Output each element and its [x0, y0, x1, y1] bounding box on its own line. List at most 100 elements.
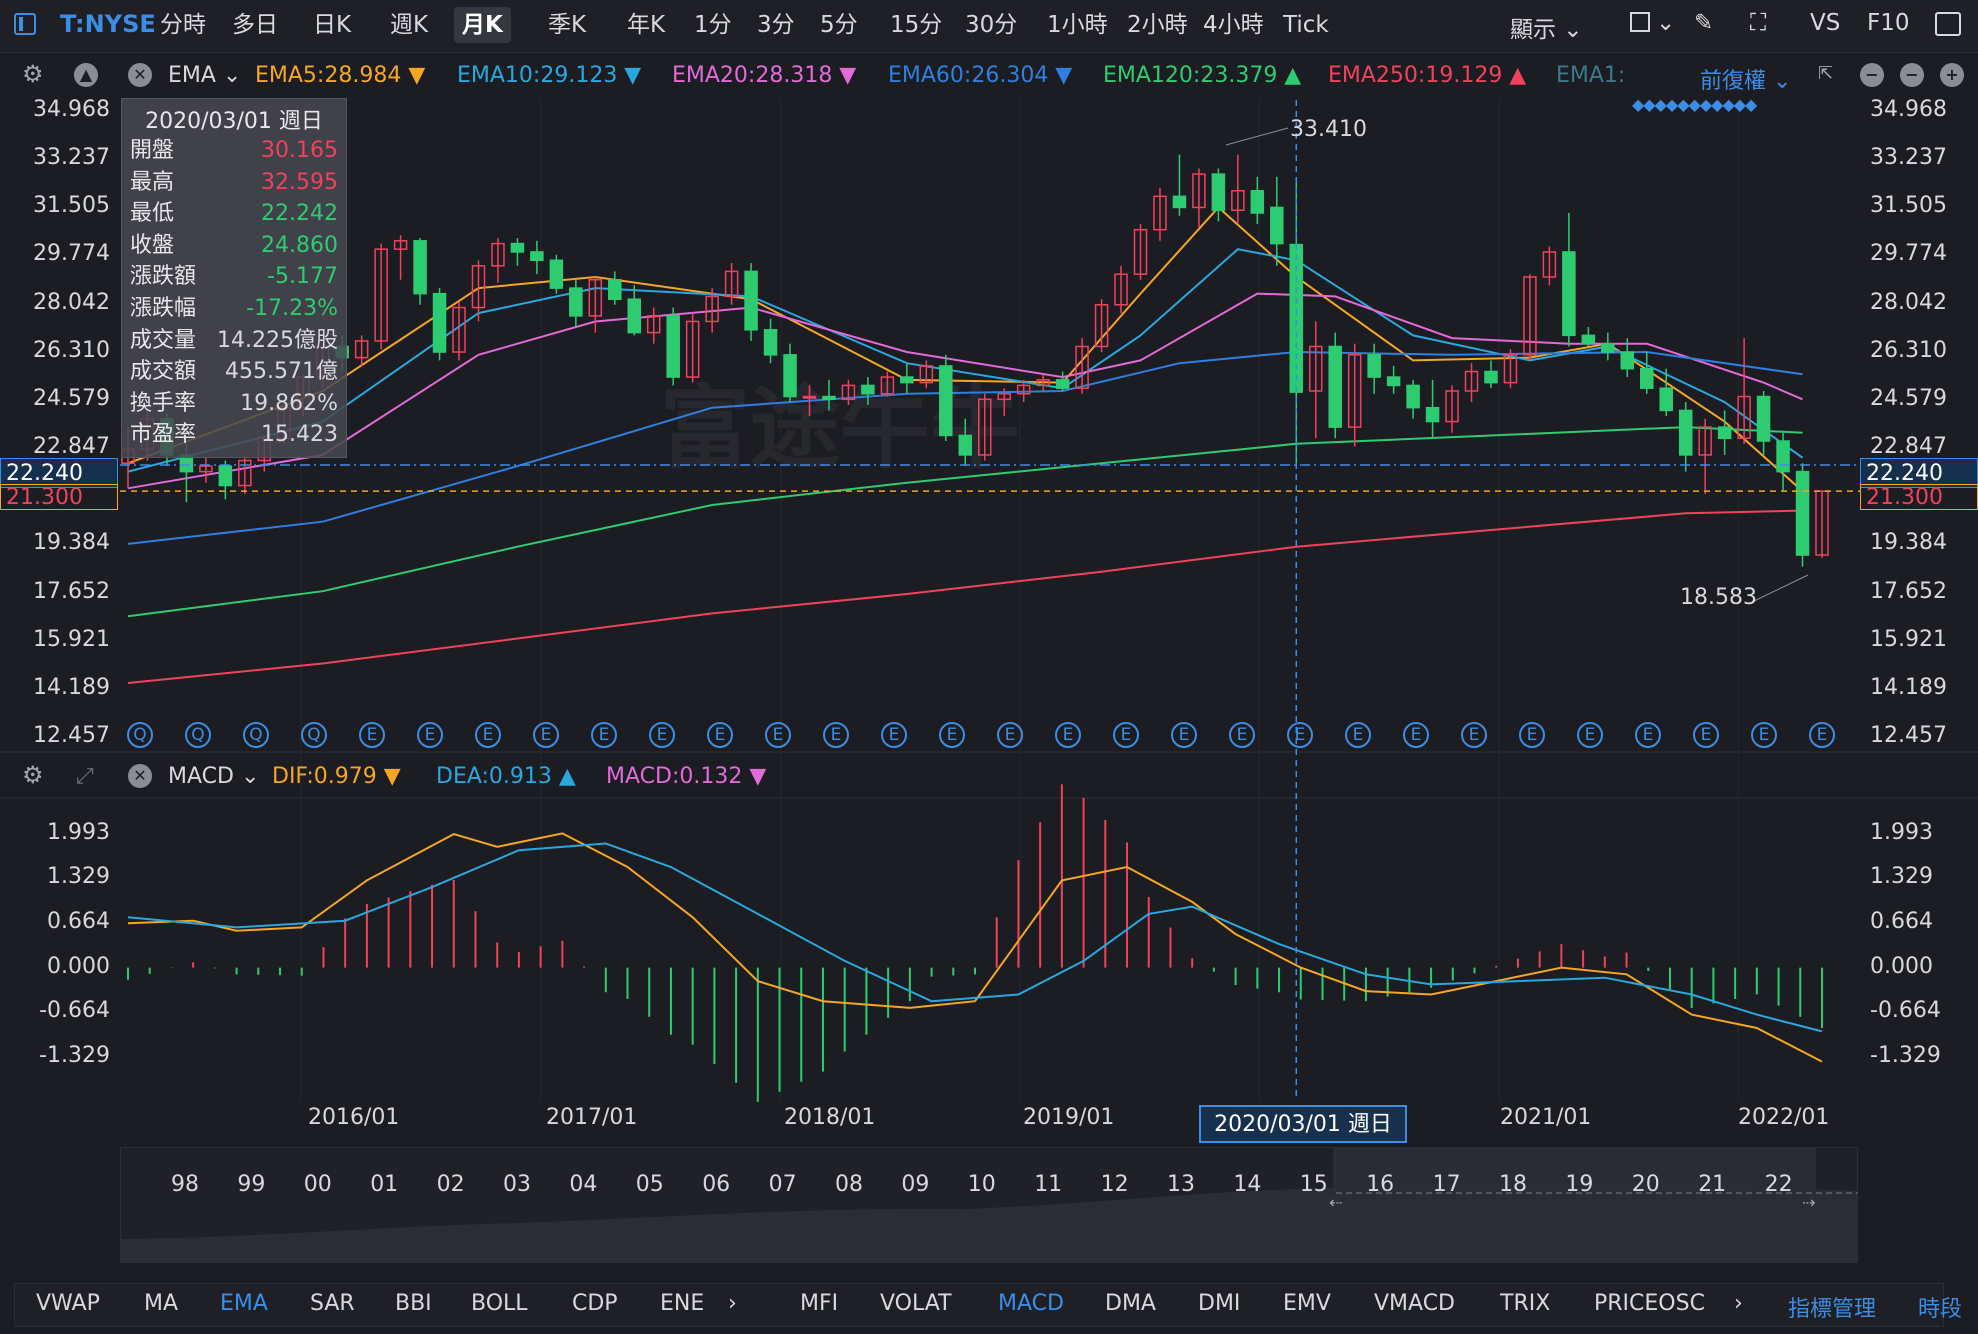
draw-pen-icon[interactable]: ✎ [1694, 10, 1714, 36]
ema-legend-item-0[interactable]: EMA5:28.984 ▼ [255, 63, 426, 88]
event-marker-q-3[interactable]: Q [301, 722, 327, 748]
event-marker-e-7[interactable]: E [533, 722, 559, 748]
vs-compare-button[interactable]: VS [1810, 10, 1841, 36]
zoom-out-icon-2[interactable]: − [1900, 63, 1924, 87]
event-marker-e-11[interactable]: E [765, 722, 791, 748]
chevron-right-icon-2[interactable]: › [1734, 1291, 1743, 1316]
expand-icon[interactable]: ⤢ [76, 764, 94, 789]
chevron-right-icon[interactable]: › [728, 1291, 737, 1316]
fullscreen-icon[interactable]: ⛶ [1750, 10, 1767, 36]
zoom-out-icon[interactable]: − [1860, 63, 1884, 87]
tab-sub-indicator-dmi[interactable]: DMI [1198, 1291, 1241, 1316]
diamond-markers[interactable]: ◆◆◆◆◆◆◆◆◆◆◆ [1632, 95, 1757, 114]
event-marker-e-6[interactable]: E [475, 722, 501, 748]
event-marker-q-1[interactable]: Q [185, 722, 211, 748]
event-marker-e-16[interactable]: E [1055, 722, 1081, 748]
tab-timeframe-2[interactable]: 日K [313, 12, 352, 38]
ema-legend-item-2[interactable]: EMA20:28.318 ▼ [672, 63, 857, 88]
tab-timeframe-4[interactable]: 月K [454, 7, 511, 43]
checkbox-icon[interactable] [1630, 12, 1650, 32]
macd-legend-item-0[interactable]: DIF:0.979 ▼ [272, 764, 401, 789]
tab-indicator-vwap[interactable]: VWAP [36, 1291, 100, 1316]
sub-indicator-name[interactable]: MACD ⌄ [168, 764, 260, 789]
chevron-down-icon[interactable]: ⌄ [1656, 10, 1676, 36]
adjust-select[interactable]: 前復權 ⌄ [1700, 69, 1792, 94]
tab-sub-indicator-vmacd[interactable]: VMACD [1374, 1291, 1455, 1316]
tab-timeframe-13[interactable]: 2小時 [1127, 12, 1188, 38]
tab-timeframe-1[interactable]: 多日 [232, 12, 278, 38]
sidebar-toggle-icon[interactable] [14, 13, 36, 35]
tab-timeframe-15[interactable]: Tick [1283, 12, 1329, 38]
tab-indicator-ene[interactable]: ENE [660, 1291, 705, 1316]
event-marker-e-4[interactable]: E [359, 722, 385, 748]
event-marker-e-14[interactable]: E [939, 722, 965, 748]
tab-timeframe-3[interactable]: 週K [390, 12, 429, 38]
event-marker-e-20[interactable]: E [1287, 722, 1313, 748]
ema-legend-item-1[interactable]: EMA10:29.123 ▼ [457, 63, 642, 88]
tab-timeframe-0[interactable]: 分時 [160, 12, 206, 38]
period-button[interactable]: 時段 [1918, 1297, 1963, 1322]
event-marker-e-29[interactable]: E [1809, 722, 1835, 748]
tab-timeframe-9[interactable]: 5分 [820, 12, 858, 38]
event-marker-e-26[interactable]: E [1635, 722, 1661, 748]
gear-icon[interactable]: ⚙ [22, 60, 44, 88]
event-marker-e-25[interactable]: E [1577, 722, 1603, 748]
tab-timeframe-7[interactable]: 1分 [694, 12, 732, 38]
event-marker-e-27[interactable]: E [1693, 722, 1719, 748]
indicator-manage-button[interactable]: 指標管理 [1788, 1297, 1877, 1322]
tab-indicator-cdp[interactable]: CDP [572, 1291, 618, 1316]
collapse-up-icon[interactable]: ▲ [74, 63, 98, 87]
tab-indicator-ma[interactable]: MA [144, 1291, 179, 1316]
nav-handle-right-icon[interactable]: ⇢ [1802, 1193, 1816, 1212]
macd-legend-item-1[interactable]: DEA:0.913 ▲ [436, 764, 576, 789]
close-icon[interactable]: ✕ [128, 63, 152, 87]
tab-indicator-ema[interactable]: EMA [220, 1291, 268, 1316]
event-marker-e-5[interactable]: E [417, 722, 443, 748]
event-marker-e-9[interactable]: E [649, 722, 675, 748]
tab-timeframe-6[interactable]: 年K [627, 12, 666, 38]
event-marker-e-19[interactable]: E [1229, 722, 1255, 748]
event-marker-e-28[interactable]: E [1751, 722, 1777, 748]
event-marker-e-17[interactable]: E [1113, 722, 1139, 748]
tab-timeframe-10[interactable]: 15分 [890, 12, 943, 38]
event-marker-q-0[interactable]: Q [127, 722, 153, 748]
tab-timeframe-14[interactable]: 4小時 [1203, 12, 1264, 38]
tab-indicator-sar[interactable]: SAR [310, 1291, 355, 1316]
event-marker-e-23[interactable]: E [1461, 722, 1487, 748]
event-marker-e-21[interactable]: E [1345, 722, 1371, 748]
nav-handle-left-icon[interactable]: ⇠ [1329, 1193, 1343, 1212]
ticker-symbol[interactable]: T:NYSE [60, 10, 156, 38]
tab-sub-indicator-mfi[interactable]: MFI [800, 1291, 839, 1316]
event-marker-e-22[interactable]: E [1403, 722, 1429, 748]
tab-timeframe-8[interactable]: 3分 [757, 12, 795, 38]
main-indicator-name[interactable]: EMA ⌄ [168, 63, 242, 88]
tab-sub-indicator-macd[interactable]: MACD [998, 1291, 1064, 1316]
event-marker-e-13[interactable]: E [881, 722, 907, 748]
event-marker-e-24[interactable]: E [1519, 722, 1545, 748]
ema-legend-item-6[interactable]: EMA1: [1556, 63, 1626, 88]
zoom-in-icon[interactable]: + [1940, 63, 1964, 87]
panel-toggle-icon[interactable] [1935, 12, 1961, 36]
ema-legend-item-4[interactable]: EMA120:23.379 ▲ [1103, 63, 1302, 88]
event-marker-q-2[interactable]: Q [243, 722, 269, 748]
event-marker-e-15[interactable]: E [997, 722, 1023, 748]
axis-scale-icon[interactable]: ⇱ [1818, 63, 1834, 84]
macd-legend-item-2[interactable]: MACD:0.132 ▼ [606, 764, 767, 789]
tab-sub-indicator-trix[interactable]: TRIX [1500, 1291, 1551, 1316]
ema-legend-item-5[interactable]: EMA250:19.129 ▲ [1328, 63, 1527, 88]
gear-icon-macd[interactable]: ⚙ [22, 761, 44, 789]
tab-timeframe-5[interactable]: 季K [548, 12, 587, 38]
ema-legend-item-3[interactable]: EMA60:26.304 ▼ [888, 63, 1073, 88]
tab-indicator-bbi[interactable]: BBI [395, 1291, 432, 1316]
tab-sub-indicator-volat[interactable]: VOLAT [880, 1291, 952, 1316]
tab-sub-indicator-dma[interactable]: DMA [1105, 1291, 1156, 1316]
event-marker-e-10[interactable]: E [707, 722, 733, 748]
close-icon-macd[interactable]: ✕ [128, 764, 152, 788]
display-menu[interactable]: 顯示 ⌄ [1510, 17, 1583, 43]
tab-indicator-boll[interactable]: BOLL [471, 1291, 528, 1316]
tab-timeframe-12[interactable]: 1小時 [1047, 12, 1108, 38]
tab-timeframe-11[interactable]: 30分 [965, 12, 1018, 38]
tab-sub-indicator-emv[interactable]: EMV [1283, 1291, 1331, 1316]
tab-sub-indicator-priceosc[interactable]: PRICEOSC [1594, 1291, 1705, 1316]
f10-button[interactable]: F10 [1867, 10, 1910, 36]
